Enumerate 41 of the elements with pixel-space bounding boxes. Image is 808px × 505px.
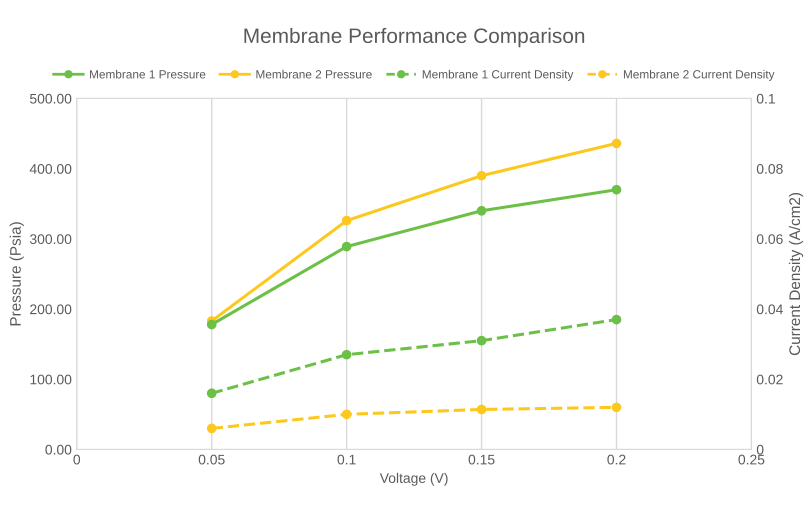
y2-tick-label: 0.1: [756, 94, 775, 104]
y-tick-label: 100.00: [30, 374, 72, 384]
point: [612, 314, 622, 324]
legend-label: Membrane 2 Pressure: [256, 70, 372, 78]
point: [206, 424, 217, 434]
y-tick-label: 200.00: [30, 304, 72, 314]
point: [342, 350, 352, 360]
point: [206, 320, 217, 330]
y2-tick-label: 0.08: [756, 164, 783, 174]
y-tick-label: 500.00: [30, 94, 72, 104]
y2-tick-label: 0: [756, 444, 764, 455]
point: [206, 388, 217, 398]
legend-label: Membrane 2 Current Density: [624, 70, 775, 81]
point: [342, 409, 352, 420]
x-tick-label: 0.2: [607, 454, 626, 465]
x-tick-label: 0.1: [338, 454, 356, 465]
legend-label: Membrane 1 Pressure: [90, 70, 206, 78]
y2-tick-label: 0.06: [756, 234, 783, 244]
point: [612, 402, 622, 412]
point: [612, 138, 622, 148]
y-axis-title: Pressure (Psia): [10, 222, 24, 326]
chart-title: Membrane Performance Comparison: [244, 28, 584, 48]
y-tick-label: 300.00: [30, 234, 72, 244]
point: [476, 206, 486, 216]
y2-tick-label: 0.02: [756, 374, 783, 384]
point: [342, 216, 352, 226]
point: [342, 242, 352, 252]
legend-label: Membrane 1 Current Density: [422, 70, 574, 81]
x-tick-label: 0.05: [198, 454, 225, 465]
y2-axis-title: Current Density (A/cm2): [788, 192, 804, 356]
x-axis-title: Voltage (V): [380, 472, 448, 486]
x-tick-label: 0: [73, 454, 80, 465]
point: [476, 170, 486, 181]
x-tick-label: 0.15: [468, 454, 495, 465]
y-tick-label: 0.00: [45, 444, 72, 455]
point: [612, 184, 622, 195]
y-tick-label: 400.00: [30, 164, 72, 174]
point: [476, 404, 486, 414]
point: [476, 336, 486, 346]
y2-tick-label: 0.04: [756, 304, 783, 314]
x-tick-label: 0.25: [738, 454, 764, 465]
